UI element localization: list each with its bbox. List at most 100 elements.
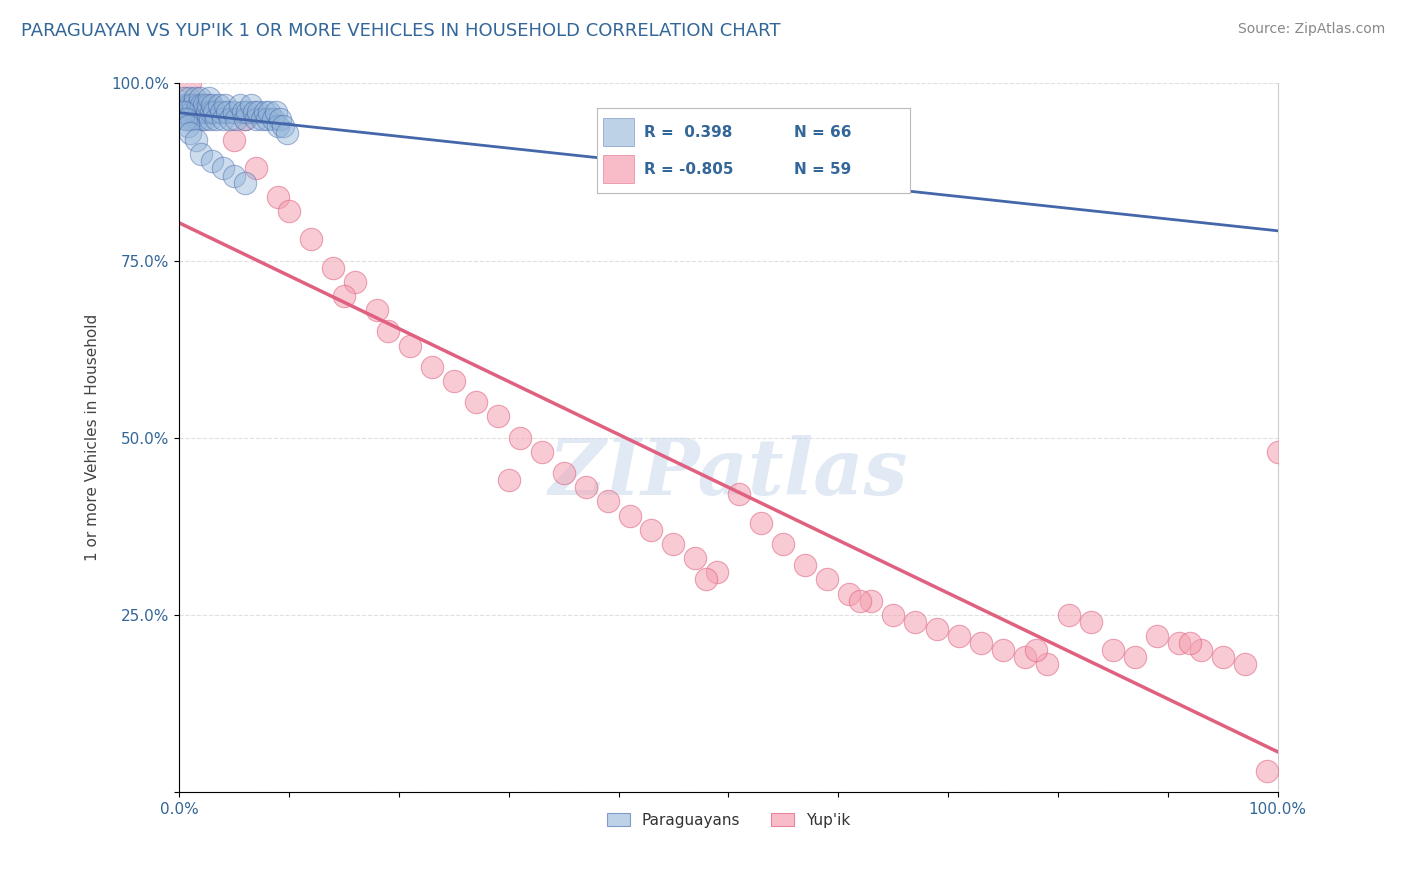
Point xyxy=(250,112,273,126)
Point xyxy=(173,104,195,119)
Point xyxy=(225,112,247,126)
Point xyxy=(222,169,245,183)
Point xyxy=(596,494,619,508)
Point xyxy=(1267,445,1289,459)
Point xyxy=(197,97,219,112)
Point xyxy=(233,112,256,126)
Point xyxy=(794,558,817,573)
Point xyxy=(728,487,751,501)
Point xyxy=(498,473,520,487)
Point xyxy=(377,325,399,339)
Point xyxy=(1256,764,1278,778)
Point xyxy=(179,126,201,140)
Point xyxy=(970,636,993,650)
Point xyxy=(553,466,575,480)
Point xyxy=(181,104,204,119)
Point xyxy=(233,176,256,190)
Point xyxy=(256,112,278,126)
Point xyxy=(772,537,794,551)
Point xyxy=(443,374,465,388)
Point xyxy=(299,232,322,246)
Point xyxy=(1178,636,1201,650)
Point xyxy=(706,566,728,580)
Point xyxy=(815,573,838,587)
Point xyxy=(184,104,207,119)
Point xyxy=(180,112,202,126)
Point xyxy=(205,112,228,126)
Point xyxy=(222,133,245,147)
Point xyxy=(201,154,224,169)
Point xyxy=(343,275,366,289)
Point xyxy=(838,586,860,600)
Point xyxy=(269,112,291,126)
Point xyxy=(218,112,240,126)
Point xyxy=(247,104,270,119)
Point xyxy=(212,161,235,176)
Point xyxy=(172,97,194,112)
Point xyxy=(239,97,262,112)
Point xyxy=(1102,643,1125,657)
Point xyxy=(904,615,927,629)
Point xyxy=(1189,643,1212,657)
Point xyxy=(228,97,250,112)
Point xyxy=(530,445,553,459)
Point xyxy=(619,508,641,523)
Legend: Paraguayans, Yup'ik: Paraguayans, Yup'ik xyxy=(600,806,856,834)
Point xyxy=(243,104,266,119)
Text: ZIPatlas: ZIPatlas xyxy=(548,435,908,511)
Point xyxy=(1123,650,1146,665)
Point xyxy=(173,90,195,104)
Point xyxy=(640,523,662,537)
Point xyxy=(1025,643,1047,657)
Point xyxy=(198,112,221,126)
Point xyxy=(177,90,200,104)
Point xyxy=(366,303,388,318)
Point xyxy=(201,97,224,112)
Point xyxy=(662,537,685,551)
Point xyxy=(1036,657,1059,672)
Point xyxy=(188,90,211,104)
Point xyxy=(267,119,290,133)
Point xyxy=(184,133,207,147)
Point xyxy=(232,104,254,119)
Point xyxy=(257,104,280,119)
Point xyxy=(1146,629,1168,643)
Point xyxy=(245,161,267,176)
Point xyxy=(333,289,356,303)
Point xyxy=(276,126,298,140)
Point xyxy=(273,119,295,133)
Point xyxy=(574,480,596,494)
Point xyxy=(193,104,215,119)
Point xyxy=(217,104,239,119)
Point xyxy=(882,607,904,622)
Point xyxy=(695,573,717,587)
Point xyxy=(174,112,197,126)
Text: Source: ZipAtlas.com: Source: ZipAtlas.com xyxy=(1237,22,1385,37)
Point xyxy=(179,97,201,112)
Point xyxy=(186,112,208,126)
Point xyxy=(267,190,290,204)
Point xyxy=(200,104,222,119)
Point xyxy=(187,97,209,112)
Point xyxy=(183,90,205,104)
Point xyxy=(194,112,217,126)
Point xyxy=(190,97,212,112)
Point xyxy=(202,104,225,119)
Point xyxy=(278,204,301,219)
Point xyxy=(193,97,215,112)
Point xyxy=(1212,650,1234,665)
Point xyxy=(253,104,276,119)
Point xyxy=(222,104,245,119)
Point xyxy=(233,112,256,126)
Point xyxy=(1057,607,1080,622)
Point xyxy=(214,97,236,112)
Point xyxy=(195,104,218,119)
Point xyxy=(1080,615,1102,629)
Point xyxy=(187,104,209,119)
Point xyxy=(179,77,201,91)
Point xyxy=(195,97,218,112)
Point xyxy=(198,90,221,104)
Point xyxy=(209,104,232,119)
Point xyxy=(849,593,872,607)
Point xyxy=(177,104,200,119)
